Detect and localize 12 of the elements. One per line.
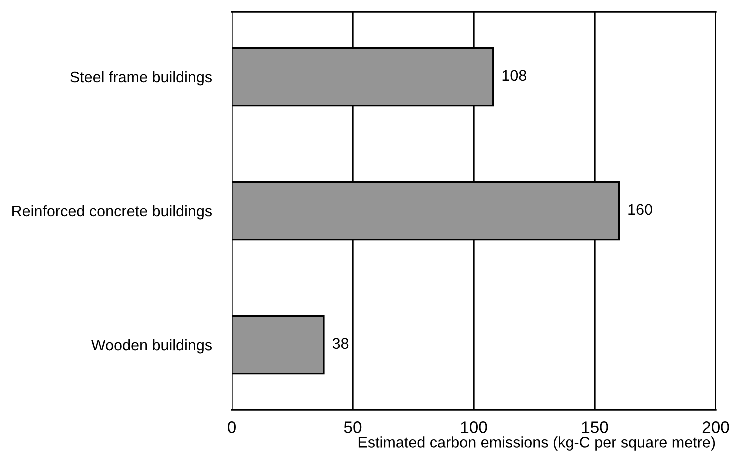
x-axis-title: Estimated carbon emissions (kg-C per square metre) bbox=[358, 436, 716, 451]
x-tick-label: 50 bbox=[344, 422, 362, 434]
y-tick-label: Steel frame buildings bbox=[70, 71, 212, 86]
data-label: 38 bbox=[332, 338, 349, 350]
x-tick-label: 200 bbox=[702, 422, 730, 434]
y-tick-label: Wooden buildings bbox=[91, 339, 212, 354]
y-tick-label: Reinforced concrete buildings bbox=[12, 205, 212, 220]
data-label: 160 bbox=[628, 204, 652, 216]
x-tick-label: 150 bbox=[582, 422, 608, 434]
x-tick-label: 0 bbox=[228, 422, 236, 434]
x-tick-label: 100 bbox=[461, 422, 488, 434]
data-label: 108 bbox=[502, 70, 527, 82]
